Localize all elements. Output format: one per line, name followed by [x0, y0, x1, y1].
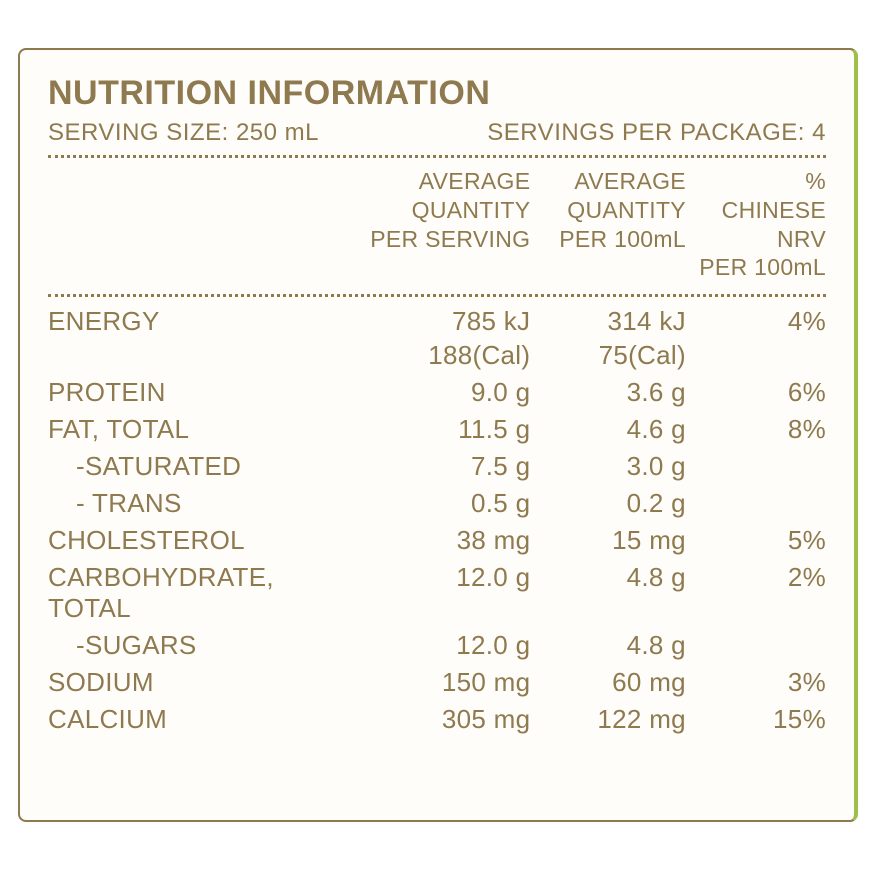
header-row: AVERAGE QUANTITY PER SERVING AVERAGE QUA… — [48, 164, 826, 288]
row-calcium: CALCIUM 305 mg 122 mg 15% — [48, 701, 826, 738]
row-saturated: -SATURATED 7.5 g 3.0 g — [48, 448, 826, 485]
row-trans: - TRANS 0.5 g 0.2 g — [48, 485, 826, 522]
col-nrv: % CHINESE NRV PER 100mL — [686, 164, 826, 288]
serving-row: SERVING SIZE: 250 mL SERVINGS PER PACKAG… — [48, 119, 826, 147]
col-per-100ml: AVERAGE QUANTITY PER 100mL — [530, 164, 686, 288]
row-sodium: SODIUM 150 mg 60 mg 3% — [48, 664, 826, 701]
nutrition-table: AVERAGE QUANTITY PER SERVING AVERAGE QUA… — [48, 164, 826, 738]
row-energy-cal: 188(Cal) 75(Cal) — [48, 340, 826, 374]
row-cholesterol: CHOLESTEROL 38 mg 15 mg 5% — [48, 522, 826, 559]
row-sugars: -SUGARS 12.0 g 4.8 g — [48, 627, 826, 664]
divider-top — [48, 155, 826, 158]
serving-size: SERVING SIZE: 250 mL — [48, 119, 319, 147]
row-protein: PROTEIN 9.0 g 3.6 g 6% — [48, 374, 826, 411]
row-carb-total: CARBOHYDRATE, TOTAL 12.0 g 4.8 g 2% — [48, 559, 826, 627]
col-per-serving: AVERAGE QUANTITY PER SERVING — [359, 164, 530, 288]
servings-per-package: SERVINGS PER PACKAGE: 4 — [487, 119, 826, 147]
nutrition-panel: NUTRITION INFORMATION SERVING SIZE: 250 … — [18, 48, 858, 822]
row-fat-total: FAT, TOTAL 11.5 g 4.6 g 8% — [48, 411, 826, 448]
panel-title: NUTRITION INFORMATION — [48, 74, 826, 113]
row-energy: ENERGY 785 kJ 314 kJ 4% — [48, 303, 826, 340]
divider-head — [48, 294, 826, 297]
